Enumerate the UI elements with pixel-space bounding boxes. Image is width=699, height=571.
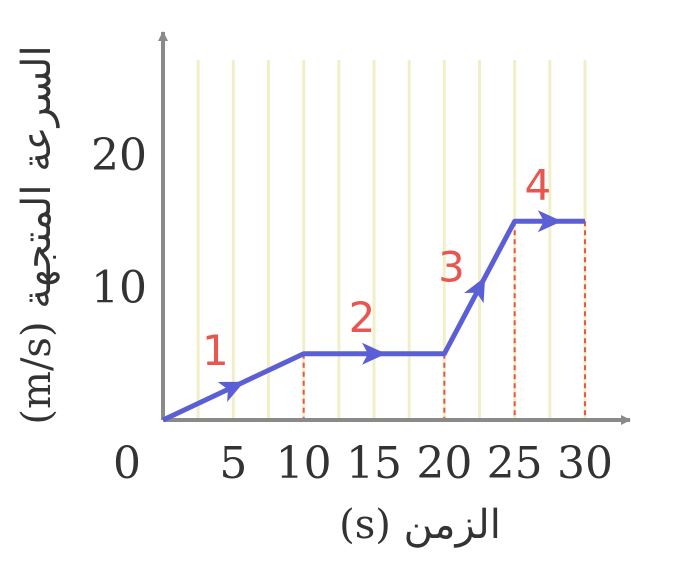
- x-tick-label: 0: [113, 438, 141, 489]
- y-tick-label: 10: [91, 263, 147, 314]
- segment-label: 1: [202, 326, 229, 375]
- segment-label: 2: [349, 293, 376, 342]
- series-line: [161, 218, 585, 423]
- x-tick-label: 25: [487, 438, 543, 489]
- y-tick-labels: 10 20: [91, 130, 147, 314]
- x-tick-label: 15: [346, 438, 402, 489]
- direction-arrow: [537, 210, 562, 233]
- x-tick-label: 20: [416, 438, 472, 489]
- x-tick-label: 10: [276, 438, 332, 489]
- y-tick-label: 20: [91, 130, 147, 181]
- direction-arrow: [464, 276, 486, 304]
- y-axis-label: السرعة المتجهة (m/s): [14, 45, 60, 424]
- segment-label: 3: [438, 243, 465, 292]
- segment-label: 4: [524, 160, 551, 209]
- x-tick-labels: 0 5 10 15 20 25 30: [113, 438, 613, 489]
- data-series: [161, 218, 585, 423]
- x-axis-label: الزمن (s): [339, 502, 501, 548]
- x-tick-label: 5: [219, 438, 247, 489]
- x-tick-label: 30: [557, 438, 613, 489]
- segment-labels: 1 2 3 4: [202, 160, 551, 375]
- direction-arrow: [362, 342, 386, 365]
- direction-arrow: [217, 381, 245, 402]
- grid-lines: [196, 60, 587, 420]
- axes: [158, 31, 631, 425]
- dashed-drop-lines: [302, 221, 586, 420]
- direction-arrows: [217, 210, 562, 402]
